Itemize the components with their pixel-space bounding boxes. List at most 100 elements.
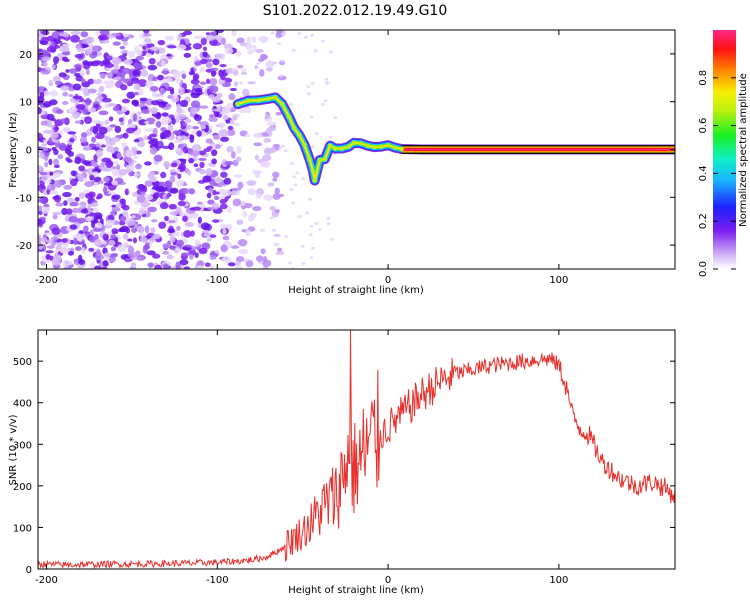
spectrogram-noise-cell bbox=[118, 168, 128, 176]
spectrogram-noise-cell bbox=[162, 243, 171, 249]
spectrogram-xtick-label: 0 bbox=[385, 275, 391, 286]
spectrogram-noise-cell bbox=[144, 242, 150, 247]
spectrogram-noise-cell bbox=[125, 127, 135, 134]
spectrogram-noise-cell bbox=[223, 177, 232, 185]
spectrogram-noise-cell bbox=[105, 219, 115, 226]
spectrogram-noise-cell bbox=[247, 81, 256, 85]
spectrogram-noise-cell bbox=[226, 129, 236, 136]
spectrogram-noise-cell bbox=[124, 188, 129, 196]
spectrogram-noise-cell bbox=[136, 103, 146, 108]
spectrogram-noise-cell bbox=[154, 264, 163, 269]
spectrogram-noise-cell bbox=[177, 113, 187, 120]
spectrogram-noise-cell bbox=[161, 112, 169, 117]
spectrogram-noise-cell bbox=[306, 85, 311, 89]
colorbar-label: Normalized spectral amplitude bbox=[738, 73, 749, 227]
spectrogram-noise-cell bbox=[136, 225, 145, 233]
spectrogram-noise-cell bbox=[84, 48, 93, 55]
trace-peak bbox=[317, 157, 322, 163]
spectrogram-noise-cell bbox=[69, 224, 78, 230]
spectrogram-noise-cell bbox=[125, 220, 136, 227]
spectrogram-noise-cell bbox=[231, 122, 241, 127]
spectrogram-noise-cell bbox=[223, 77, 233, 83]
spectrogram-noise-cell bbox=[147, 262, 154, 268]
spectrogram-noise-cell bbox=[131, 99, 140, 106]
spectrogram-noise-cell bbox=[230, 245, 240, 249]
spectrogram-noise-cell bbox=[236, 219, 244, 225]
spectrogram-noise-cell bbox=[255, 48, 264, 53]
spectrogram-noise-cell bbox=[82, 60, 89, 66]
spectrogram-noise-cell bbox=[55, 30, 65, 33]
spectrogram-noise-cell bbox=[49, 190, 58, 195]
trace-peak bbox=[339, 146, 345, 151]
spectrogram-noise-cell bbox=[105, 84, 112, 89]
spectrogram-noise-cell bbox=[214, 175, 222, 184]
spectrogram-noise-cell bbox=[102, 260, 109, 267]
spectrogram-noise-cell bbox=[121, 67, 132, 75]
spectrogram-noise-cell bbox=[278, 146, 283, 150]
spectrogram-noise-cell bbox=[101, 157, 112, 163]
spectrogram-noise-cell bbox=[62, 260, 70, 268]
spectrogram-noise-cell bbox=[93, 176, 102, 182]
spectrogram-noise-cell bbox=[301, 177, 306, 181]
spectrogram-noise-cell bbox=[174, 231, 181, 237]
spectrogram-noise-cell bbox=[179, 264, 185, 269]
spectrogram-noise-cell bbox=[78, 254, 83, 262]
spectrogram-noise-cell bbox=[166, 53, 172, 57]
spectrogram-noise-cell bbox=[208, 187, 214, 194]
spectrogram-noise-cell bbox=[198, 261, 204, 267]
spectrogram-noise-cell bbox=[333, 116, 338, 120]
trace-peak bbox=[291, 125, 297, 131]
chart-title: S101.2022.012.19.49.G10 bbox=[263, 3, 448, 19]
spectrogram-noise-cell bbox=[317, 227, 322, 231]
spectrogram-noise-cell bbox=[141, 109, 150, 114]
spectrogram-noise-cell bbox=[80, 31, 89, 38]
spectrogram-noise-cell bbox=[93, 60, 102, 64]
spectrogram-noise-cell bbox=[170, 171, 179, 176]
spectrogram-noise-cell bbox=[101, 166, 108, 172]
spectrogram-noise-cell bbox=[325, 81, 330, 85]
spectrogram-noise-cell bbox=[72, 95, 83, 100]
spectrogram-noise-cell bbox=[91, 162, 99, 167]
spectrogram-noise-cell bbox=[206, 238, 212, 242]
spectrogram-noise-cell bbox=[200, 125, 207, 130]
spectrogram-noise-cell bbox=[77, 173, 84, 182]
spectrogram-noise-cell bbox=[142, 135, 148, 141]
spectrogram-noise-cell bbox=[256, 61, 261, 65]
spectrogram-noise-cell bbox=[194, 239, 201, 247]
spectrogram-noise-cell bbox=[267, 60, 272, 64]
spectrogram-noise-cell bbox=[252, 132, 263, 139]
trace-peak bbox=[332, 146, 338, 151]
spectrogram-noise-cell bbox=[99, 85, 105, 93]
spectrogram-noise-cell bbox=[183, 266, 190, 269]
trace-peak bbox=[365, 143, 370, 148]
spectrogram-noise-cell bbox=[144, 161, 152, 166]
spectrogram-noise-cell bbox=[175, 206, 182, 214]
spectrogram-noise-cell bbox=[70, 30, 81, 36]
trace-peak bbox=[379, 144, 384, 149]
spectrogram-noise-cell bbox=[196, 130, 202, 137]
spectrogram-noise-cell bbox=[247, 226, 256, 232]
spectrogram-noise-cell bbox=[277, 247, 283, 252]
colorbar-tick-label: 0.4 bbox=[698, 165, 709, 181]
spectrogram-noise-cell bbox=[75, 103, 86, 110]
spectrogram-noise-cell bbox=[220, 244, 228, 253]
spectrogram-noise-cell bbox=[119, 121, 125, 126]
spectrogram-noise-cell bbox=[107, 231, 113, 236]
spectrogram-noise-cell bbox=[207, 199, 215, 205]
spectrogram-noise-cell bbox=[176, 135, 182, 141]
trace-peak bbox=[372, 144, 377, 150]
spectrogram-noise-cell bbox=[199, 161, 205, 169]
spectrogram-noise-cell bbox=[222, 235, 230, 241]
snr-ytick-label: 500 bbox=[13, 357, 32, 368]
spectrogram-noise-cell bbox=[109, 124, 117, 128]
spectrogram-noise-cell bbox=[73, 64, 82, 69]
spectrogram-noise-cell bbox=[197, 201, 203, 205]
spectrogram-noise-cell bbox=[118, 220, 126, 226]
spectrogram-noise-cell bbox=[106, 55, 112, 60]
spectrogram-noise-cell bbox=[50, 131, 59, 139]
spectrogram-noise-cell bbox=[84, 192, 94, 199]
spectrogram-noise-cell bbox=[168, 220, 176, 224]
spectrogram-noise-cell bbox=[40, 171, 48, 176]
spectrogram-noise-cell bbox=[309, 115, 314, 119]
spectrogram-noise-cell bbox=[197, 216, 202, 224]
